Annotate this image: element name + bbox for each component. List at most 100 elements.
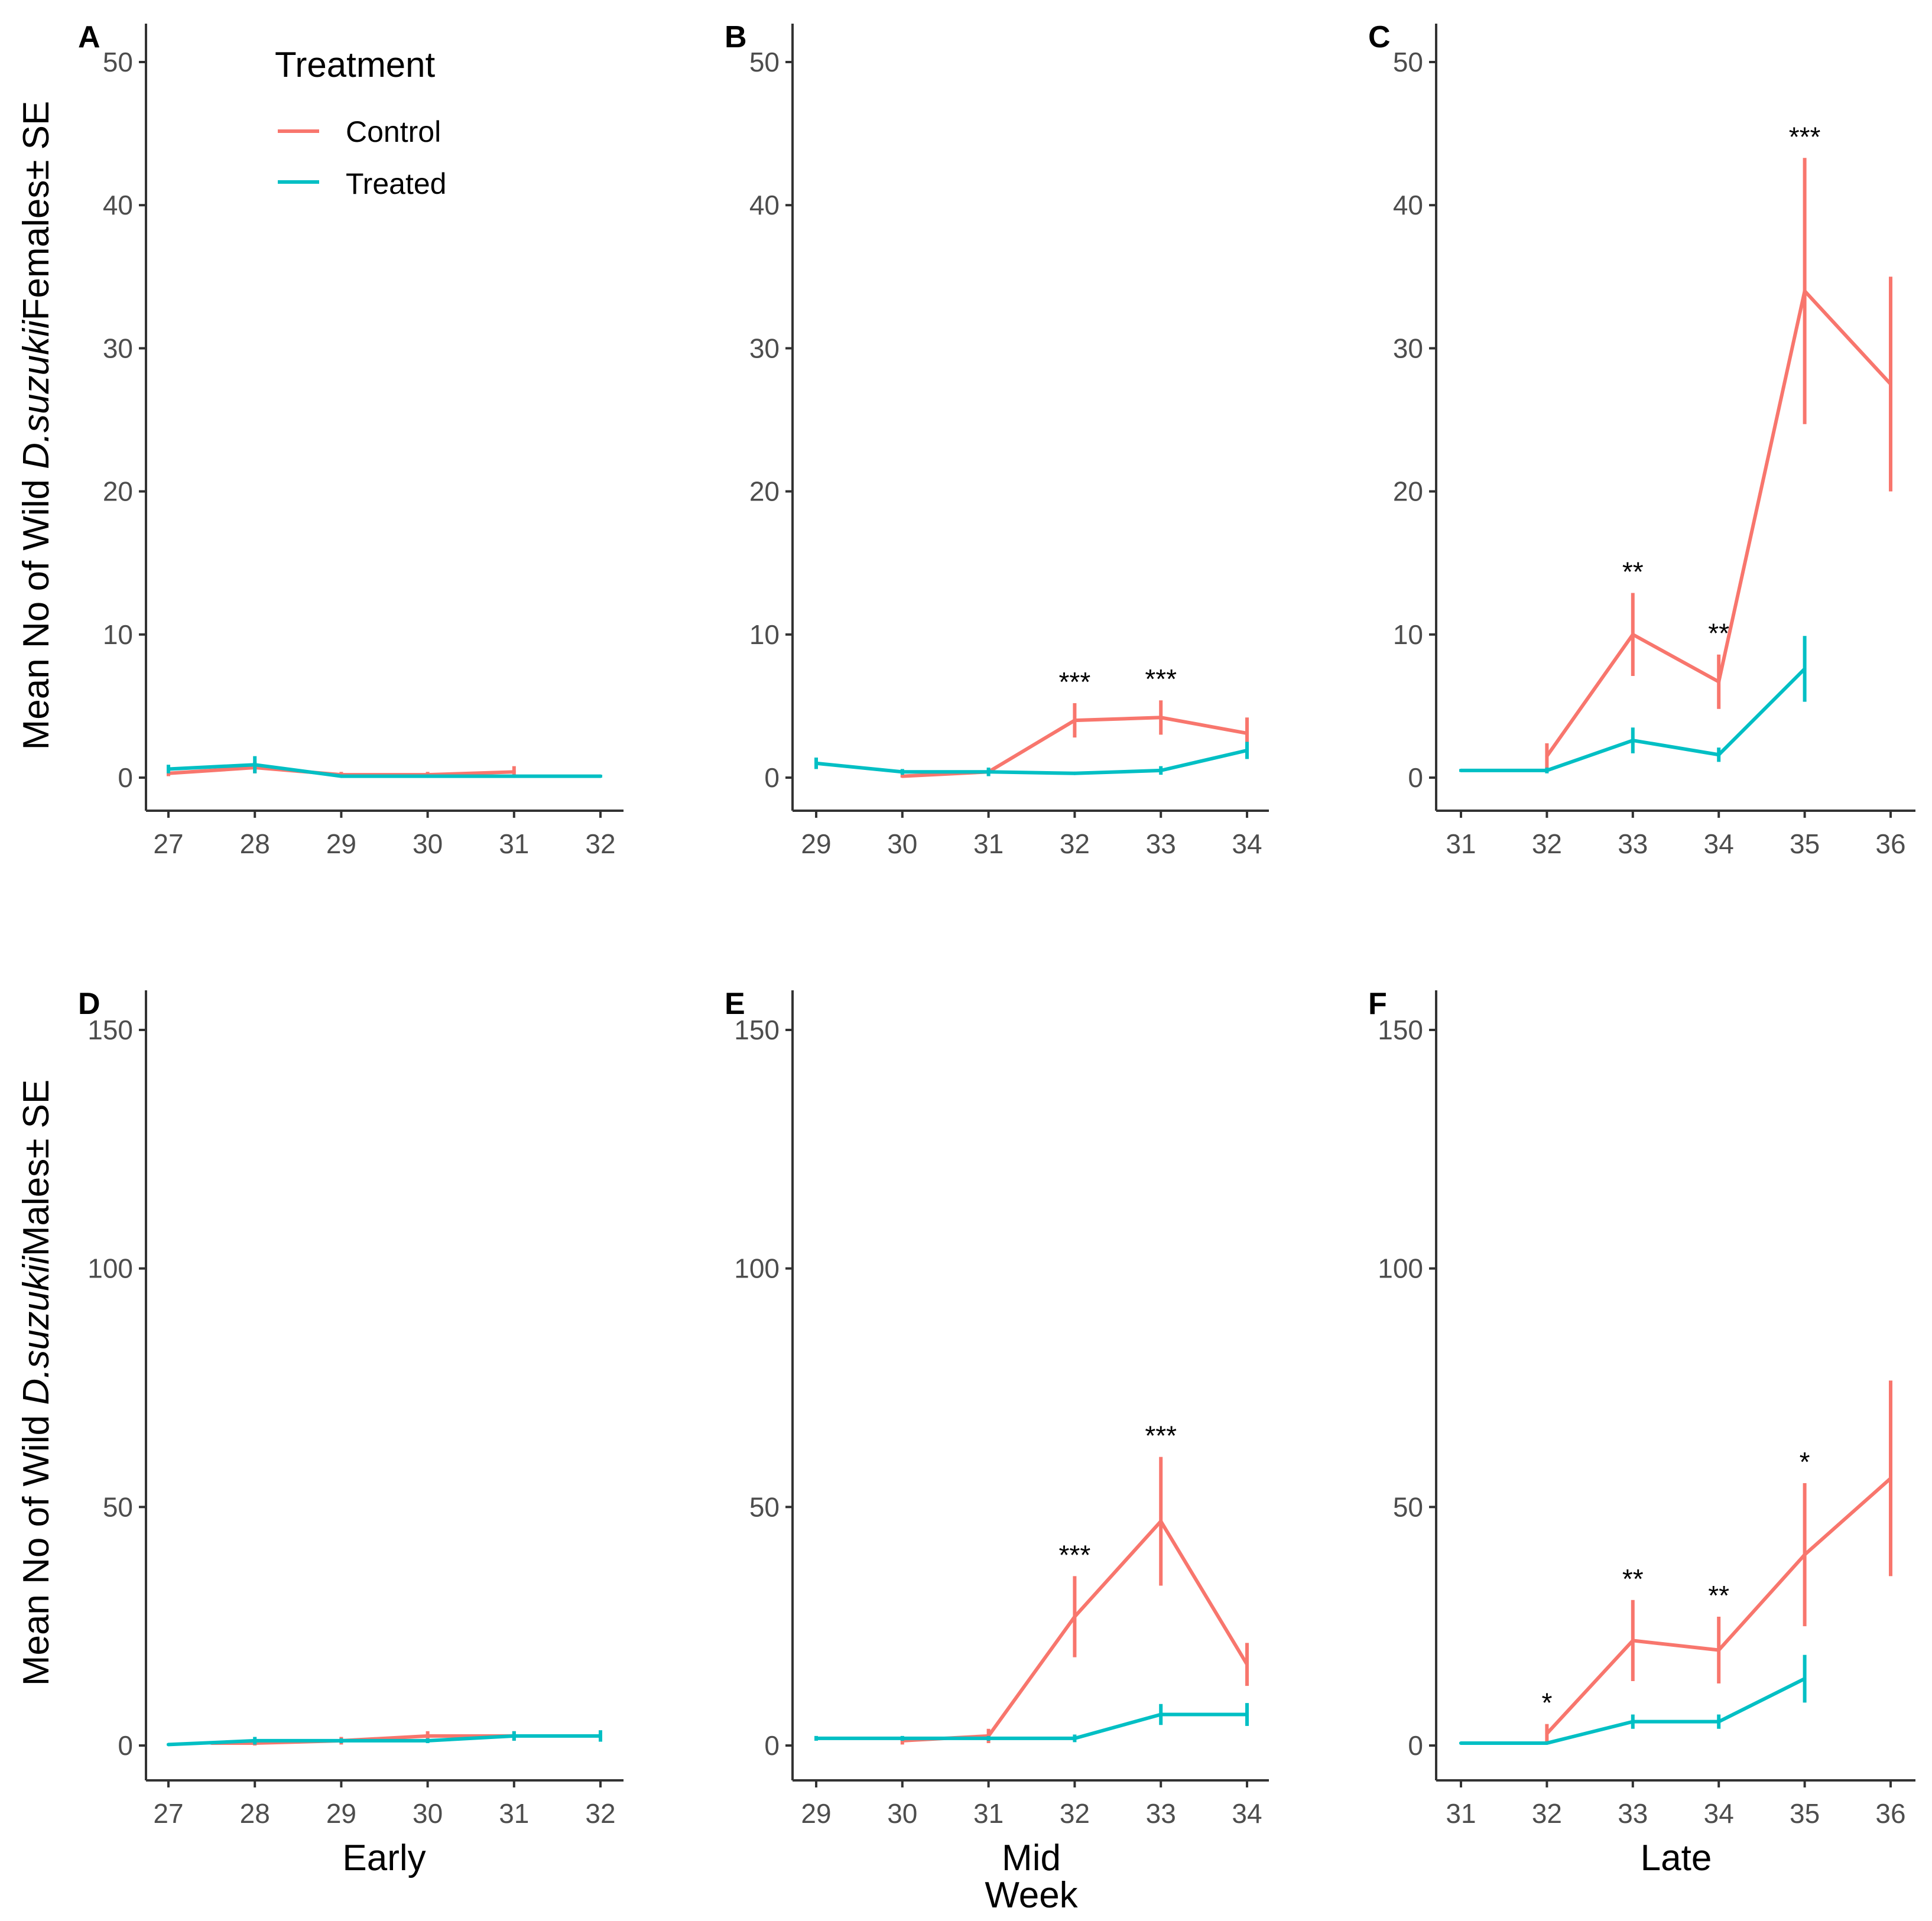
data-point-treated bbox=[253, 763, 257, 767]
panel-label: C bbox=[1368, 20, 1391, 54]
legend-label-treated: Treated bbox=[346, 167, 446, 200]
x-tick-label: 34 bbox=[1232, 1798, 1262, 1829]
panel-A: A 0 10 20 30 40 50 27 28 29 30 31 32 bbox=[78, 20, 624, 859]
x-tick-label: 34 bbox=[1232, 828, 1262, 859]
data-point-treated bbox=[167, 767, 170, 771]
x-tick-label: 29 bbox=[326, 1798, 356, 1829]
x-tick-label: 33 bbox=[1146, 828, 1176, 859]
significance-label: *** bbox=[1789, 121, 1821, 152]
data-point-treated bbox=[900, 770, 904, 774]
x-tick-label: 32 bbox=[585, 828, 615, 859]
x-tick-label: 29 bbox=[801, 828, 831, 859]
y-tick-label: 50 bbox=[749, 47, 780, 77]
data-point-control bbox=[900, 774, 904, 778]
panel-label: F bbox=[1368, 987, 1387, 1021]
data-point-treated bbox=[814, 761, 818, 765]
significance-label: ** bbox=[1622, 1564, 1644, 1594]
x-tick-label: 27 bbox=[153, 828, 183, 859]
y-tick-label: 0 bbox=[1408, 1730, 1423, 1761]
data-point-control bbox=[1545, 1731, 1549, 1735]
x-tick-label: 33 bbox=[1146, 1798, 1176, 1829]
x-tick-label: 30 bbox=[887, 1798, 917, 1829]
y-tick-label: 0 bbox=[1408, 762, 1423, 793]
y-tick-label: 40 bbox=[1393, 190, 1423, 220]
data-point-treated bbox=[1631, 1720, 1635, 1724]
y-tick-label: 20 bbox=[103, 476, 133, 507]
data-point-treated bbox=[599, 774, 602, 778]
x-tick-label: 35 bbox=[1790, 1798, 1820, 1829]
y-tick-label: 50 bbox=[749, 1491, 780, 1522]
y-tick-label: 50 bbox=[1393, 47, 1423, 77]
data-point-treated bbox=[1717, 1720, 1721, 1724]
legend-title: Treatment bbox=[275, 45, 436, 84]
data-point-control bbox=[426, 1734, 430, 1738]
y-tick-label: 0 bbox=[764, 762, 780, 793]
significance-label: *** bbox=[1145, 664, 1177, 694]
x-title-early: Early bbox=[342, 1838, 426, 1878]
data-point-treated bbox=[1245, 1712, 1249, 1717]
series-line-treated bbox=[816, 1712, 1247, 1740]
data-point-treated bbox=[1159, 768, 1163, 772]
data-point-treated bbox=[1159, 1712, 1163, 1717]
data-point-treated bbox=[426, 774, 430, 778]
x-title-week: Week bbox=[985, 1875, 1078, 1916]
data-point-treated bbox=[1459, 768, 1463, 772]
data-point-treated bbox=[1803, 667, 1807, 671]
data-point-treated bbox=[426, 1738, 430, 1743]
y-tick-label: 10 bbox=[749, 619, 780, 650]
significance-label: ** bbox=[1622, 557, 1644, 587]
x-tick-label: 31 bbox=[1446, 828, 1476, 859]
legend: Treatment Control Treated bbox=[275, 45, 446, 200]
x-tick-label: 29 bbox=[326, 828, 356, 859]
series-line-treated bbox=[1461, 667, 1806, 772]
significance-label: * bbox=[1541, 1688, 1552, 1718]
y-tick-label: 40 bbox=[749, 190, 780, 220]
x-tick-label: 31 bbox=[499, 828, 529, 859]
data-point-control bbox=[512, 770, 516, 774]
x-tick-label: 29 bbox=[801, 1798, 831, 1829]
data-point-treated bbox=[1245, 748, 1249, 752]
y-tick-label: 50 bbox=[103, 47, 133, 77]
data-point-control bbox=[1245, 731, 1249, 735]
x-tick-label: 32 bbox=[1060, 1798, 1090, 1829]
panel-label: E bbox=[725, 987, 745, 1021]
y-tick-label: 40 bbox=[103, 190, 133, 220]
data-point-treated bbox=[253, 1738, 257, 1743]
x-tick-label: 32 bbox=[1060, 828, 1090, 859]
y-tick-label: 150 bbox=[1378, 1015, 1423, 1045]
x-tick-label: 28 bbox=[240, 828, 270, 859]
x-tick-label: 30 bbox=[413, 1798, 443, 1829]
data-point-control bbox=[1159, 716, 1163, 720]
x-tick-label: 32 bbox=[1532, 1798, 1562, 1829]
y-tick-label: 50 bbox=[1393, 1491, 1423, 1522]
data-point-treated bbox=[1073, 771, 1077, 775]
data-point-control bbox=[1631, 632, 1635, 636]
y-tick-label: 20 bbox=[1393, 476, 1423, 507]
panel-label: B bbox=[725, 20, 747, 54]
data-point-treated bbox=[1545, 768, 1549, 772]
x-tick-label: 30 bbox=[887, 828, 917, 859]
data-point-control bbox=[1073, 719, 1077, 723]
data-point-treated bbox=[599, 1734, 602, 1738]
x-tick-label: 31 bbox=[499, 1798, 529, 1829]
y-tick-label: 150 bbox=[87, 1015, 133, 1045]
x-tick-label: 34 bbox=[1704, 828, 1734, 859]
significance-label: *** bbox=[1145, 1421, 1177, 1451]
x-tick-label: 32 bbox=[1532, 828, 1562, 859]
series-line-treated bbox=[168, 1734, 600, 1747]
data-point-treated bbox=[1717, 753, 1721, 757]
data-point-treated bbox=[986, 770, 991, 774]
y-tick-label: 30 bbox=[103, 333, 133, 363]
data-point-treated bbox=[986, 1736, 991, 1740]
x-tick-label: 34 bbox=[1704, 1798, 1734, 1829]
significance-label: * bbox=[1800, 1447, 1810, 1477]
significance-label: *** bbox=[1059, 1539, 1091, 1570]
x-tick-label: 32 bbox=[585, 1798, 615, 1829]
x-tick-label: 28 bbox=[240, 1798, 270, 1829]
data-point-treated bbox=[1545, 1741, 1549, 1745]
x-title-mid: Mid bbox=[1002, 1838, 1061, 1878]
significance-label: ** bbox=[1708, 1580, 1729, 1611]
y-tick-label: 30 bbox=[749, 333, 780, 363]
